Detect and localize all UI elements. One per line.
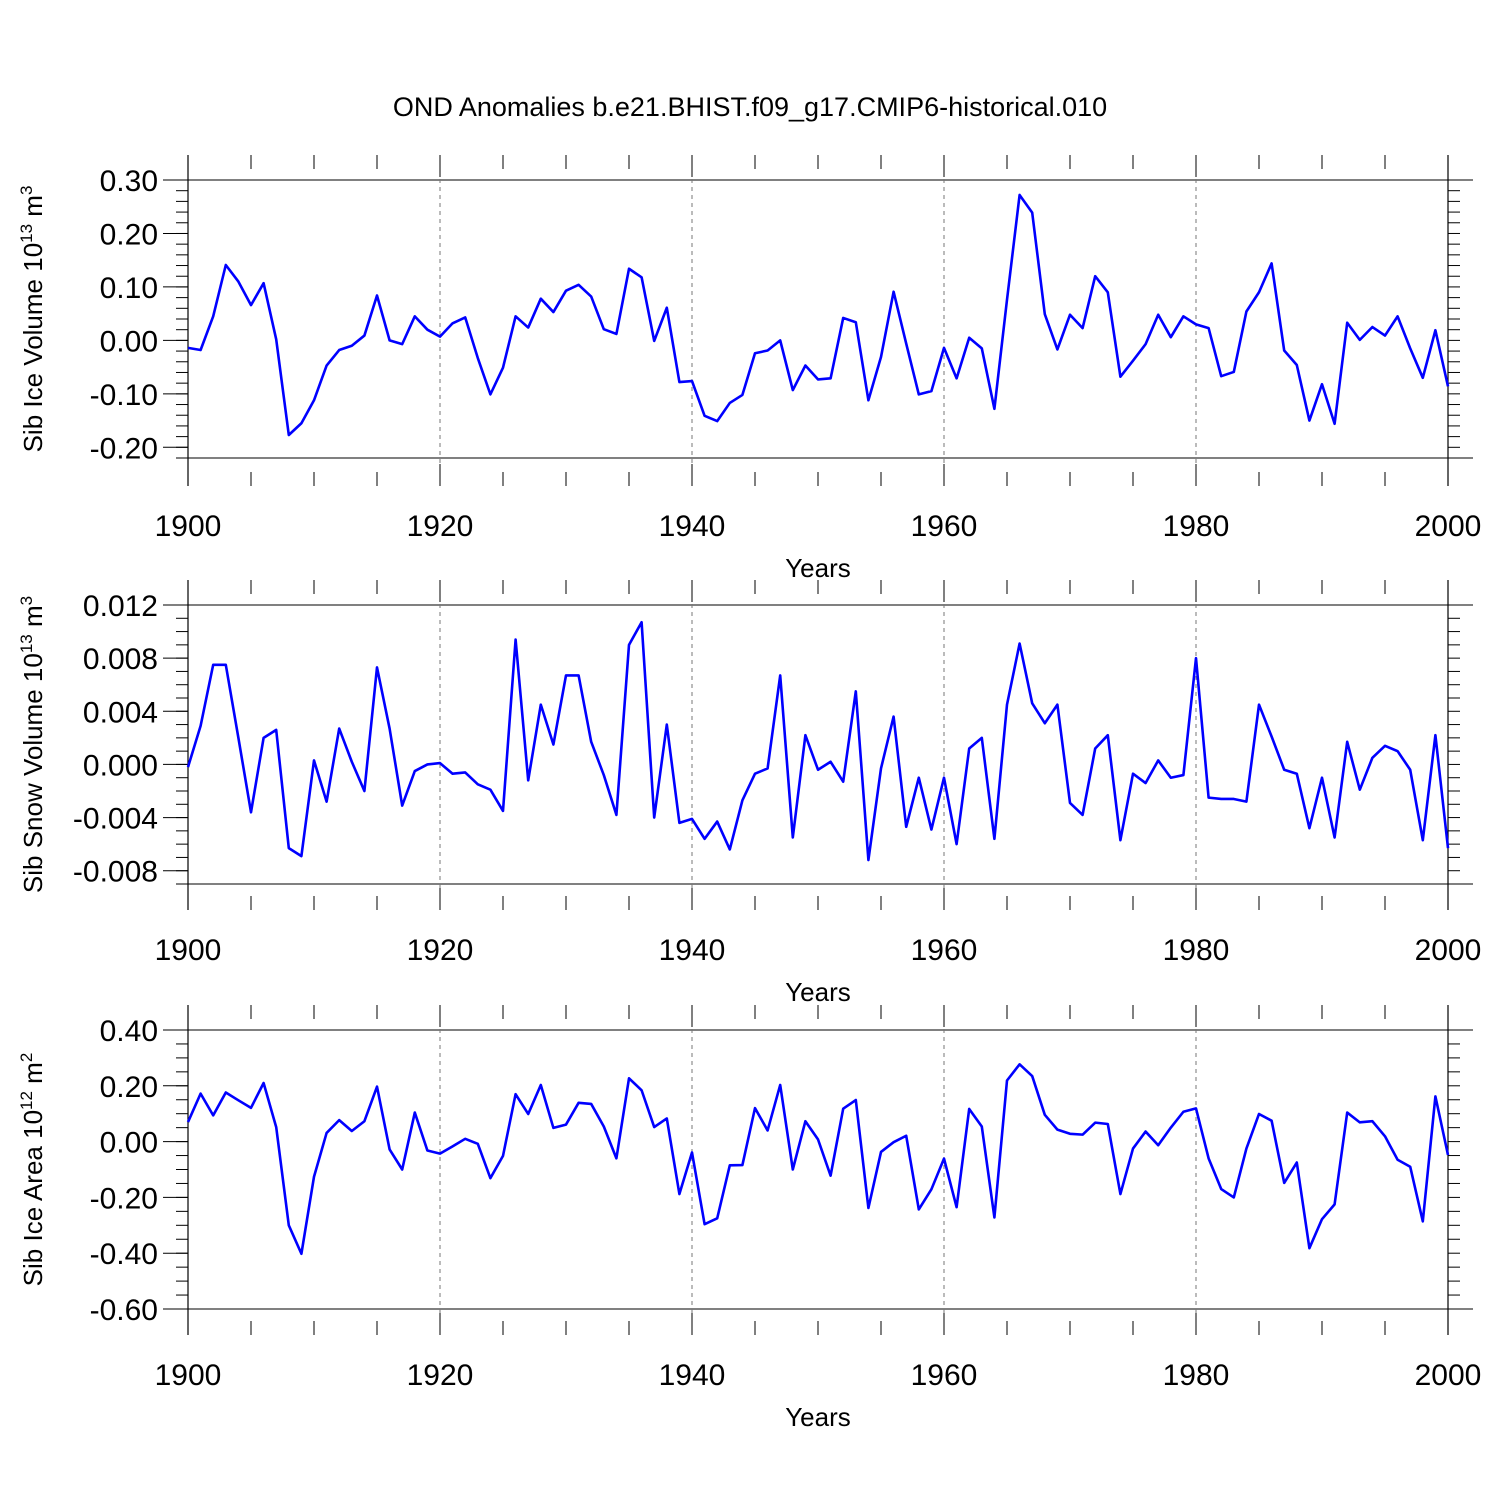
y-tick-label: -0.008 <box>73 856 158 889</box>
chart-ice-volume: 1900 1920 1940 1960 1980 2000 Years -0.20 -0.10 0… <box>17 155 1481 583</box>
y-tick-label: 0.40 <box>100 1015 158 1048</box>
x-tick-label: 1960 <box>911 1359 978 1392</box>
figure-title: OND Anomalies b.e21.BHIST.f09_g17.CMIP6-… <box>393 92 1107 122</box>
x-tick-label: 1980 <box>1163 934 1230 967</box>
y-tick-label: 0.00 <box>100 1127 158 1160</box>
y-tick-label: 0.20 <box>100 218 158 251</box>
y-axis-label-unit-exponent: 3 <box>17 186 36 195</box>
y-axis-label-unit: m <box>18 605 48 634</box>
x-tick-label: 1960 <box>911 510 978 543</box>
x-tick-label: 1940 <box>659 934 726 967</box>
y-axis-label-unit-exponent: 2 <box>17 1053 36 1062</box>
y-axis-label-unit: m <box>18 195 48 224</box>
y-axis-label: Sib Ice Volume 1013 m3 <box>17 186 48 453</box>
y-tick-label: 0.00 <box>100 325 158 358</box>
y-tick-label: -0.004 <box>73 803 158 836</box>
y-tick-label: 0.20 <box>100 1071 158 1104</box>
x-axis-label: Years <box>785 977 851 1007</box>
series-line-snow-volume <box>186 620 1450 862</box>
series-line-ice-area <box>186 1063 1450 1256</box>
chart-snow-volume: 1900 1920 1940 1960 1980 2000 Years -0.008 -0.00… <box>17 580 1481 1007</box>
y-axis-label-exponent: 12 <box>17 1091 36 1110</box>
x-tick-label: 2000 <box>1415 510 1482 543</box>
y-axis-label: Sib Ice Area 1012 m2 <box>17 1053 48 1287</box>
x-tick-label: 1900 <box>155 934 222 967</box>
x-tick-label: 1900 <box>155 510 222 543</box>
x-tick-label: 1920 <box>407 1359 474 1392</box>
y-axis-label: Sib Snow Volume 1013 m3 <box>17 596 48 893</box>
y-tick-label: 0.000 <box>83 749 158 782</box>
x-tick-label: 1900 <box>155 1359 222 1392</box>
y-axis-label-unit: m <box>18 1062 48 1091</box>
x-tick-label: 1980 <box>1163 510 1230 543</box>
y-tick-label: 0.30 <box>100 165 158 198</box>
y-tick-label: -0.40 <box>90 1238 158 1271</box>
x-tick-label: 1980 <box>1163 1359 1230 1392</box>
chart-ice-area: 1900 1920 1940 1960 1980 2000 Years -0.60 -0.40 -… <box>17 1005 1481 1432</box>
x-tick-label: 2000 <box>1415 934 1482 967</box>
y-tick-label: -0.10 <box>90 379 158 412</box>
x-tick-label: 1940 <box>659 510 726 543</box>
x-tick-label: 2000 <box>1415 1359 1482 1392</box>
y-axis-label-unit-exponent: 3 <box>17 596 36 605</box>
panels: 1900 1920 1940 1960 1980 2000 Years -0.20 -0.10 0… <box>17 155 1481 1432</box>
y-tick-label: 0.012 <box>83 590 158 623</box>
x-axis-label: Years <box>785 553 851 583</box>
y-tick-label: 0.008 <box>83 643 158 676</box>
y-tick-label: -0.20 <box>90 432 158 465</box>
y-tick-label: -0.20 <box>90 1182 158 1215</box>
y-tick-label: 0.10 <box>100 272 158 305</box>
y-tick-label: 0.004 <box>83 696 158 729</box>
x-tick-label: 1940 <box>659 1359 726 1392</box>
y-axis-label-main: Sib Snow Volume 10 <box>18 653 48 893</box>
y-axis-label-exponent: 13 <box>17 634 36 653</box>
x-axis-label: Years <box>785 1402 851 1432</box>
y-axis-label-main: Sib Ice Volume 10 <box>18 243 48 453</box>
x-tick-label: 1920 <box>407 510 474 543</box>
y-tick-label: -0.60 <box>90 1294 158 1327</box>
series-line-ice-volume <box>187 193 1450 437</box>
y-axis-label-main: Sib Ice Area 10 <box>18 1110 48 1286</box>
x-tick-label: 1920 <box>407 934 474 967</box>
y-axis-label-exponent: 13 <box>17 224 36 243</box>
x-tick-label: 1960 <box>911 934 978 967</box>
